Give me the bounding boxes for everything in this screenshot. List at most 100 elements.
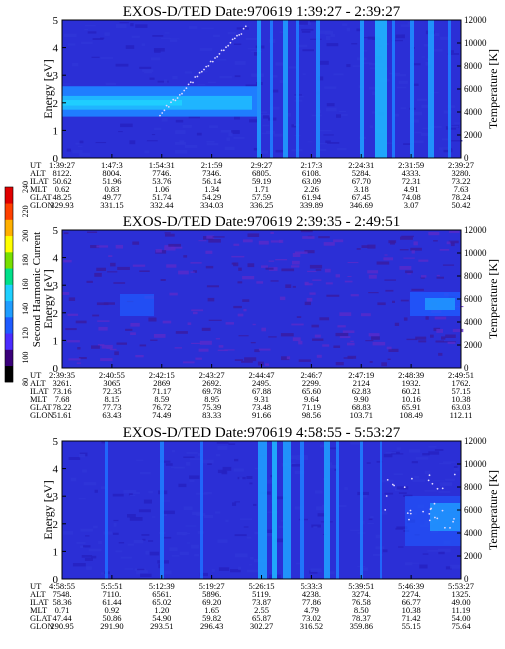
- heatmap-cell: [133, 491, 140, 495]
- heatmap-cell: [79, 140, 84, 144]
- temperature-point: [428, 474, 431, 477]
- heatmap-cell: [125, 45, 135, 49]
- heatmap-cell: [139, 471, 151, 475]
- orbit-value: 49.77: [102, 192, 121, 202]
- heatmap-patch: [425, 298, 455, 310]
- heatmap-cell: [350, 441, 360, 445]
- heatmap-cell: [278, 525, 286, 528]
- orbit-value: 68.83: [352, 402, 371, 412]
- heatmap-cell: [187, 322, 192, 325]
- heatmap-cell: [309, 264, 323, 269]
- heatmap-cell: [302, 49, 314, 52]
- heatmap-cell: [246, 569, 259, 573]
- heatmap-cell: [296, 316, 302, 318]
- heatmap-cell: [395, 34, 405, 39]
- orbit-value: 1325.: [451, 589, 470, 599]
- heatmap-cell: [234, 458, 239, 462]
- orbit-value: 67.45: [352, 192, 371, 202]
- heatmap-cell: [95, 142, 107, 144]
- heatmap-cell: [439, 463, 452, 465]
- orbit-value: 4238.: [302, 589, 321, 599]
- orbit-row-label: UT: [30, 160, 42, 170]
- heatmap-cell: [422, 127, 432, 129]
- heatmap-cell: [107, 271, 118, 273]
- heatmap-cell: [403, 257, 415, 259]
- heatmap-cell: [443, 110, 452, 114]
- heatmap-cell: [139, 344, 147, 347]
- orbit-value: 54.29: [202, 192, 221, 202]
- heatmap-cell: [372, 341, 386, 346]
- heatmap-cell: [317, 149, 327, 152]
- heatmap-stripe: [258, 441, 267, 579]
- heatmap-cell: [244, 357, 257, 362]
- heatmap-cell: [144, 150, 150, 154]
- heatmap-cell: [333, 73, 344, 76]
- orbit-value: 5284.: [352, 168, 371, 178]
- heatmap-cell: [178, 483, 187, 488]
- heatmap-cell: [432, 480, 445, 482]
- heatmap-cell: [317, 513, 328, 517]
- orbit-value: 78.22: [52, 402, 71, 412]
- orbit-value: 3.07: [404, 200, 419, 210]
- temperature-point: [227, 44, 230, 47]
- y-tick-label: 4: [53, 43, 59, 55]
- heatmap-cell: [375, 546, 385, 550]
- heatmap-cell: [250, 342, 256, 344]
- heatmap-cell: [207, 81, 216, 83]
- temperature-point: [406, 512, 409, 514]
- heatmap-cell: [245, 38, 258, 40]
- heatmap-cell: [205, 265, 214, 269]
- heatmap-cell: [183, 255, 188, 258]
- heatmap-cell: [421, 104, 429, 108]
- y-right-tick-label: 2000: [464, 551, 483, 561]
- heatmap-cell: [327, 142, 340, 144]
- heatmap-cell: [390, 453, 404, 455]
- heatmap-cell: [175, 119, 184, 123]
- heatmap-cell: [72, 62, 79, 67]
- heatmap-cell: [438, 352, 443, 356]
- heatmap-cell: [77, 347, 81, 350]
- y-tick-label: 5: [53, 225, 59, 237]
- heatmap-cell: [207, 297, 215, 302]
- y-right-tick-label: 0: [464, 363, 469, 373]
- heatmap-cell: [443, 461, 456, 463]
- heatmap-cell: [150, 339, 158, 341]
- orbit-value: 50.86: [102, 613, 121, 623]
- heatmap-cell: [324, 86, 337, 89]
- orbit-value: 9.31: [254, 394, 269, 404]
- y-axis-right-label: Temperature [K]: [486, 49, 500, 129]
- heatmap-cell: [393, 473, 403, 475]
- heatmap-cell: [337, 325, 346, 328]
- heatmap-cell: [65, 328, 77, 331]
- heatmap-cell: [247, 263, 255, 268]
- orbit-value: 2.26: [304, 184, 319, 194]
- orbit-value: 73.02: [302, 613, 321, 623]
- orbit-value: 329.93: [50, 200, 73, 210]
- heatmap-cell: [233, 43, 242, 45]
- heatmap-cell: [172, 76, 178, 80]
- temperature-point: [222, 49, 225, 52]
- heatmap-cell: [101, 441, 107, 444]
- temperature-point: [411, 477, 413, 480]
- temperature-point: [196, 75, 199, 78]
- heatmap-cell: [92, 314, 100, 317]
- heatmap-cell: [191, 544, 199, 549]
- y-right-tick-label: 12000: [464, 225, 487, 235]
- heatmap-cell: [253, 503, 257, 506]
- heatmap-cell: [240, 518, 252, 520]
- heatmap-cell: [162, 320, 172, 324]
- heatmap-cell: [258, 111, 267, 113]
- heatmap-cell: [388, 240, 397, 244]
- heatmap-cell: [399, 266, 412, 270]
- temperature-point: [172, 98, 175, 101]
- temperature-point: [187, 83, 190, 86]
- heatmap-cell: [394, 322, 400, 326]
- orbit-row-label: GLON: [30, 621, 54, 631]
- heatmap-cell: [403, 494, 413, 497]
- heatmap-cell: [224, 146, 235, 150]
- heatmap-cell: [108, 255, 113, 257]
- orbit-value: 1932.: [402, 378, 421, 388]
- heatmap-cell: [410, 247, 422, 251]
- heatmap-cell: [367, 522, 374, 525]
- heatmap-cell: [164, 232, 171, 234]
